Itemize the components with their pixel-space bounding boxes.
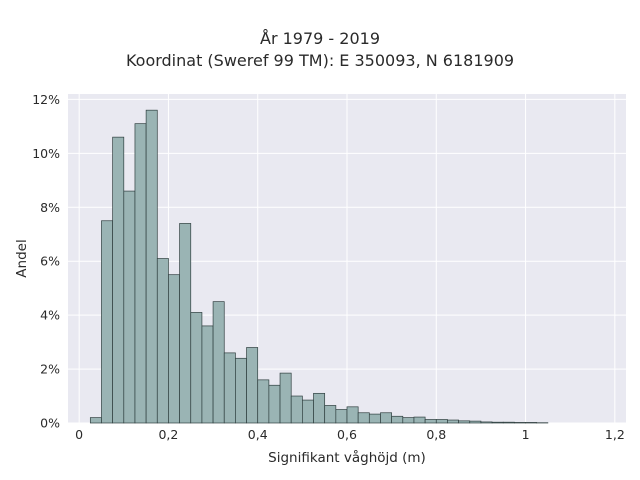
x-axis-label: Signifikant våghöjd (m) <box>268 449 426 466</box>
histogram-bar <box>480 421 493 424</box>
histogram-bar <box>514 422 526 424</box>
histogram-bar <box>525 422 538 424</box>
histogram-bar <box>101 220 113 424</box>
histogram-bar <box>302 399 314 424</box>
y-tick-label: 10% <box>32 146 60 161</box>
chart-subtitle: Koordinat (Sweref 99 TM): E 350093, N 61… <box>125 51 515 70</box>
histogram-bar <box>89 417 102 424</box>
x-tick-label: 0,2 <box>158 427 178 442</box>
grid-lines <box>68 94 626 424</box>
y-tick-label: 6% <box>40 254 60 269</box>
histogram-bar <box>324 405 337 424</box>
x-tick-label: 0,6 <box>337 427 357 442</box>
histogram-bar <box>368 413 381 424</box>
histogram-bar <box>313 392 326 424</box>
histogram-bar <box>179 223 192 424</box>
histogram-bar <box>346 406 359 424</box>
x-tick-label: 0,4 <box>248 427 268 442</box>
y-tick-label: 4% <box>40 308 60 323</box>
histogram-bar <box>279 372 292 424</box>
histogram-bar <box>502 421 515 424</box>
histogram-bar <box>391 415 404 424</box>
y-tick-label: 8% <box>40 200 60 215</box>
histogram-bar <box>156 258 169 424</box>
histogram-bar <box>447 419 459 424</box>
x-tick-label: 1,2 <box>605 427 625 442</box>
histogram-bar <box>212 301 225 424</box>
histogram-bar <box>145 109 158 424</box>
x-tick-label: 0 <box>75 427 83 442</box>
histogram-bar <box>413 416 426 424</box>
histogram-bar <box>268 384 281 424</box>
x-tick-labels: 0 0,2 0,4 0,6 0,8 1 1,2 <box>75 427 625 442</box>
bars <box>89 109 549 424</box>
histogram-bar <box>458 420 471 424</box>
histogram-bar <box>402 417 415 424</box>
histogram-bar <box>257 379 270 424</box>
y-axis-label: Andel <box>14 239 30 277</box>
histogram-bar <box>290 395 303 424</box>
y-tick-labels: 0% 2% 4% 6% 8% 10% 12% <box>32 92 60 431</box>
chart-title: År 1979 - 2019 <box>260 29 380 48</box>
y-tick-label: 0% <box>40 416 60 431</box>
histogram-bar <box>134 123 147 424</box>
histogram-bar <box>201 325 214 424</box>
y-tick-label: 12% <box>32 92 60 107</box>
histogram-bar <box>246 347 259 424</box>
histogram-bar <box>435 419 448 424</box>
x-tick-label: 1 <box>522 427 530 442</box>
histogram-bar <box>112 136 125 424</box>
histogram-bar <box>235 357 247 424</box>
histogram-bar <box>491 421 504 424</box>
histogram-bar <box>168 274 180 424</box>
histogram-bar <box>335 409 348 424</box>
histogram-bar <box>380 412 392 424</box>
x-tick-label: 0,8 <box>426 427 446 442</box>
histogram-bar <box>223 352 236 424</box>
histogram-bar <box>469 420 482 424</box>
histogram-bar <box>424 419 437 424</box>
histogram-bar <box>123 190 136 424</box>
histogram-bar <box>357 412 370 424</box>
histogram-bar <box>190 312 203 424</box>
y-tick-label: 2% <box>40 362 60 377</box>
